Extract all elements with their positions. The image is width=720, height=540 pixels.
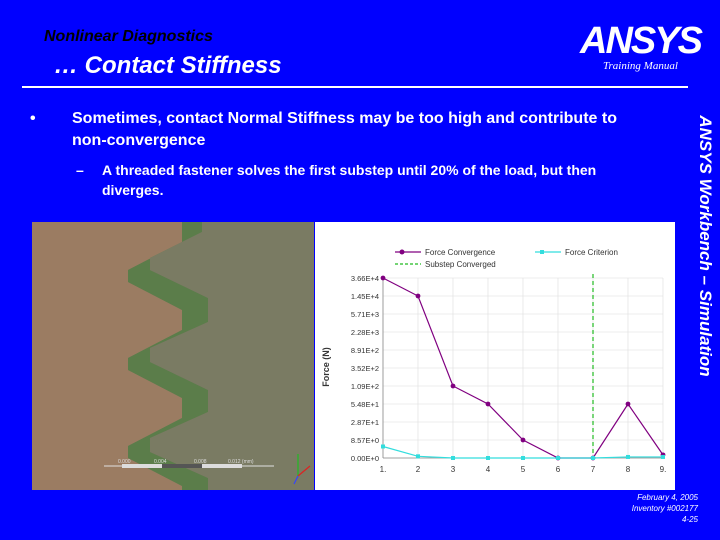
- legend-force-convergence: Force Convergence: [425, 248, 496, 257]
- svg-text:ANSYS: ANSYS: [579, 20, 703, 60]
- force-convergence-point: [380, 275, 386, 281]
- x-tick-label: 5: [521, 465, 526, 474]
- legend-force-criterion: Force Criterion: [565, 248, 618, 257]
- side-label: ANSYS Workbench – Simulation: [696, 86, 720, 406]
- y-tick-label: 0.00E+0: [351, 454, 379, 463]
- chart-svg: Force Convergence Force Criterion Subste…: [321, 248, 667, 474]
- x-tick-label: 1.: [380, 465, 387, 474]
- scale-label: 0.012 (mm): [228, 459, 254, 465]
- force-convergence-point: [625, 401, 631, 407]
- force-convergence-point: [485, 401, 491, 407]
- force-criterion-point: [556, 456, 560, 460]
- training-manual-label: Training Manual: [603, 60, 678, 72]
- page-subtitle: … Contact Stiffness: [54, 52, 282, 79]
- scale-label: 0.000: [118, 459, 131, 465]
- force-criterion-point: [486, 456, 490, 460]
- bullet-dot: •: [30, 110, 36, 127]
- x-tick-label: 4: [486, 465, 491, 474]
- y-tick-label: 2.87E+1: [351, 418, 379, 427]
- page-title: Nonlinear Diagnostics: [44, 28, 213, 45]
- force-criterion-point: [521, 456, 525, 460]
- x-tick-label: 7: [591, 465, 596, 474]
- bullet-dash: –: [76, 162, 84, 178]
- y-axis-label: Force (N): [321, 347, 331, 387]
- fastener-model-view: 0.000 0.004 0.008 0.012 (mm): [32, 222, 314, 490]
- force-criterion-point: [416, 454, 420, 459]
- force-criterion-point: [591, 456, 595, 460]
- force-criterion-point: [626, 454, 630, 459]
- footer-inventory: Inventory #002177: [631, 504, 698, 513]
- y-tick-label: 3.52E+2: [351, 364, 379, 373]
- chart-legend: Force Convergence Force Criterion Subste…: [395, 248, 618, 269]
- y-tick-label: 8.57E+0: [351, 436, 379, 445]
- scale-label: 0.004: [154, 459, 167, 465]
- x-tick-label: 8: [626, 465, 631, 474]
- header-divider: [22, 86, 688, 88]
- x-tick-label: 2: [416, 465, 421, 474]
- footer: February 4, 2005 Inventory #002177 4-25: [560, 492, 698, 525]
- force-criterion-point: [381, 444, 385, 449]
- y-tick-label: 2.28E+3: [351, 328, 379, 337]
- x-tick-label: 9.: [660, 465, 667, 474]
- y-tick-label: 5.48E+1: [351, 400, 379, 409]
- y-tick-label: 8.91E+2: [351, 346, 379, 355]
- y-tick-label: 3.66E+4: [351, 274, 379, 283]
- legend-substep-converged: Substep Converged: [425, 260, 496, 269]
- thread-geometry: 0.000 0.004 0.008 0.012 (mm): [32, 222, 314, 490]
- force-convergence-chart: Force Convergence Force Criterion Subste…: [315, 222, 675, 490]
- y-tick-label: 5.71E+3: [351, 310, 379, 319]
- side-label-text: ANSYS Workbench – Simulation: [696, 115, 715, 377]
- footer-date: February 4, 2005: [637, 493, 698, 502]
- ansys-logo: ANSYS: [578, 20, 710, 60]
- x-tick-label: 3: [451, 465, 456, 474]
- x-tick-label: 6: [556, 465, 561, 474]
- force-convergence-point: [450, 383, 456, 389]
- bullet-main-text: Sometimes, contact Normal Stiffness may …: [72, 110, 617, 149]
- force-convergence-point: [520, 437, 526, 443]
- force-criterion-point: [661, 454, 665, 459]
- scale-label: 0.008: [194, 459, 207, 465]
- force-convergence-point: [415, 293, 421, 299]
- axis-triad-icon: [293, 454, 311, 485]
- y-tick-label: 1.45E+4: [351, 292, 379, 301]
- force-criterion-point: [451, 456, 455, 460]
- y-tick-label: 1.09E+2: [351, 382, 379, 391]
- bullet-sub-text: A threaded fastener solves the first sub…: [102, 162, 597, 198]
- footer-page: 4-25: [681, 515, 698, 524]
